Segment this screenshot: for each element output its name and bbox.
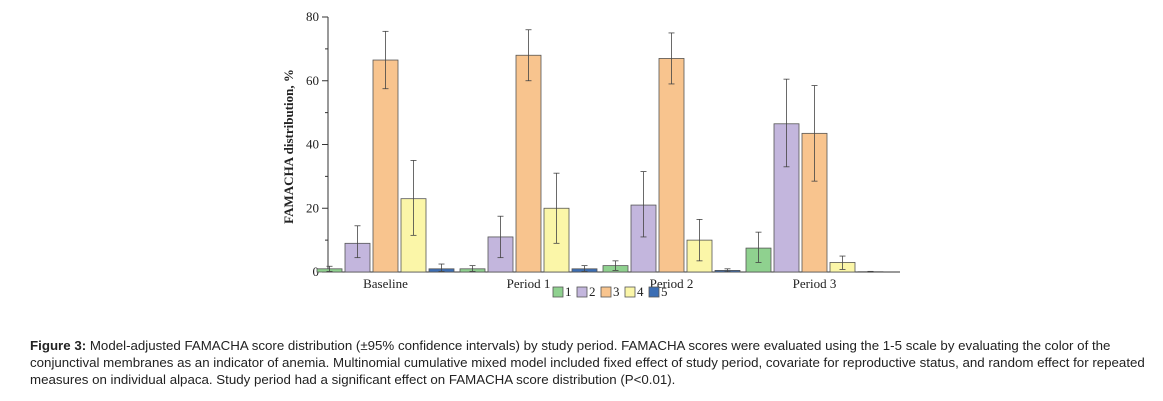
legend-label: 5 bbox=[661, 284, 668, 299]
caption-text: Model-adjusted FAMACHA score distributio… bbox=[30, 338, 1145, 387]
y-tick-label: 0 bbox=[313, 264, 320, 279]
legend-label: 4 bbox=[637, 284, 644, 299]
y-tick-label: 20 bbox=[306, 200, 319, 215]
legend-swatch bbox=[552, 286, 564, 298]
legend-label: 1 bbox=[565, 284, 572, 299]
x-category-label: Period 2 bbox=[650, 276, 694, 291]
figure-caption: Figure 3: Model-adjusted FAMACHA score d… bbox=[30, 337, 1150, 388]
chart-bars bbox=[316, 29, 884, 273]
legend-swatch bbox=[576, 286, 588, 298]
chart-legend: 1 2 3 4 5 bbox=[552, 284, 668, 299]
x-category-label: Period 3 bbox=[793, 276, 837, 291]
y-tick-label: 60 bbox=[306, 73, 319, 88]
y-axis-label: FAMACHA distribution, % bbox=[281, 69, 296, 224]
x-category-label: Period 1 bbox=[507, 276, 551, 291]
x-category-label: Baseline bbox=[363, 276, 408, 291]
bar bbox=[515, 54, 542, 273]
bar bbox=[372, 59, 399, 273]
legend-swatch bbox=[600, 286, 612, 298]
y-tick-label: 40 bbox=[306, 137, 319, 152]
legend-label: 3 bbox=[613, 284, 620, 299]
bar bbox=[658, 58, 685, 273]
legend-swatch bbox=[648, 286, 660, 298]
famacha-bar-chart: 0 20 40 60 80 FAMACHA distribution, % Baseline… bbox=[281, 9, 900, 299]
legend-label: 2 bbox=[589, 284, 596, 299]
caption-label: Figure 3: bbox=[30, 338, 87, 353]
y-tick-label: 80 bbox=[306, 9, 319, 24]
legend-swatch bbox=[624, 286, 636, 298]
chart-axes: 0 20 40 60 80 FAMACHA distribution, % Baseline… bbox=[281, 9, 900, 291]
